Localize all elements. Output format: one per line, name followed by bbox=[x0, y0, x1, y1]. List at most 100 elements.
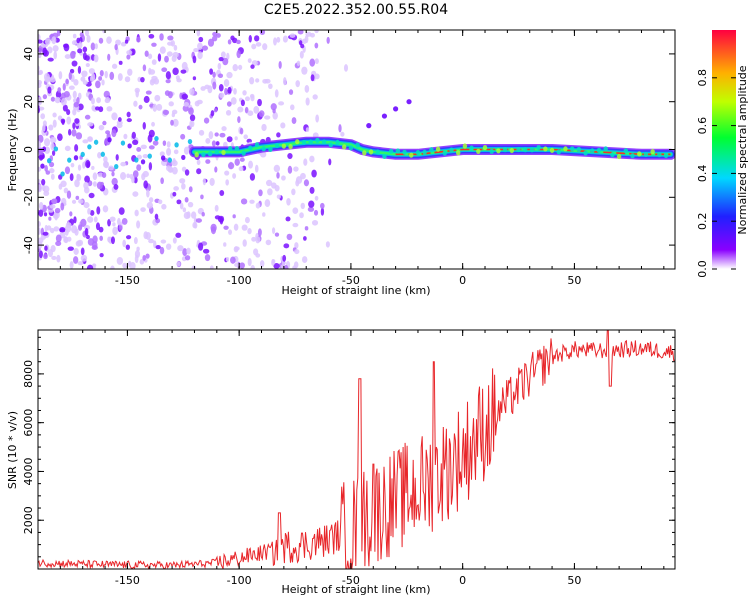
spectrogram-ridge-point bbox=[134, 157, 139, 163]
spectrogram-point bbox=[52, 45, 59, 52]
spectrogram-point bbox=[274, 89, 279, 98]
spectrogram-point bbox=[38, 140, 42, 149]
spectrogram-point bbox=[63, 91, 70, 98]
spectrogram-point bbox=[155, 245, 161, 250]
spectrogram-point bbox=[115, 154, 119, 161]
spectrogram-ridge-point bbox=[469, 145, 474, 151]
spectrogram-point bbox=[219, 92, 225, 99]
spectrogram-point bbox=[72, 33, 77, 39]
spectrogram-point bbox=[242, 239, 247, 247]
spectrogram-point bbox=[202, 178, 206, 186]
spectrogram-point bbox=[43, 190, 50, 196]
spectrogram-point bbox=[271, 259, 275, 266]
spectrogram-point bbox=[92, 241, 98, 249]
spectrogram-point bbox=[305, 127, 310, 132]
spectrogram-point bbox=[136, 36, 141, 43]
spectrogram-point bbox=[53, 226, 60, 232]
spectrogram-point bbox=[268, 83, 273, 90]
spectrogram-point bbox=[123, 133, 128, 140]
colorbar-tick-label: 0.2 bbox=[696, 212, 709, 230]
spectrogram-point bbox=[117, 73, 123, 81]
spectrogram-point bbox=[48, 161, 55, 168]
spectrogram-ridge-point bbox=[228, 145, 233, 152]
spectrogram-point bbox=[288, 89, 294, 95]
spectrogram-point bbox=[227, 39, 232, 45]
spectrogram-point bbox=[315, 114, 320, 123]
spectrogram-point bbox=[99, 235, 103, 241]
spectrogram-point bbox=[293, 166, 299, 172]
spectrogram-ridge-point bbox=[435, 146, 441, 152]
spectrogram-point bbox=[51, 150, 56, 156]
spectrogram-point bbox=[73, 247, 79, 255]
spectrogram-point bbox=[286, 233, 293, 241]
spectrogram-point bbox=[297, 30, 304, 35]
spectrogram-point bbox=[179, 202, 184, 210]
spectrogram-point bbox=[72, 122, 76, 130]
spectrogram-point bbox=[146, 202, 154, 209]
spectrogram-point bbox=[308, 200, 315, 208]
spectrogram-point bbox=[200, 86, 206, 91]
spectrogram-point bbox=[225, 109, 232, 116]
spectrogram-point bbox=[219, 216, 224, 225]
spectrogram-ridge-point bbox=[442, 150, 447, 156]
spectrogram-ridge-point bbox=[382, 153, 387, 159]
spectrogram-point bbox=[180, 69, 187, 74]
spectrogram-point bbox=[237, 116, 241, 124]
spectrogram-point bbox=[68, 128, 72, 136]
spectrogram-point bbox=[99, 69, 104, 77]
spectrogram-point bbox=[166, 51, 173, 57]
spectrogram-point bbox=[68, 71, 72, 80]
spectrogram-point bbox=[166, 141, 171, 148]
spectrogram-point bbox=[182, 105, 189, 112]
spectrogram-point bbox=[42, 49, 49, 57]
snr-x-ticks: -150 -100 -50 0 50 bbox=[37, 330, 665, 587]
spectrogram-ridge-point bbox=[181, 154, 186, 161]
spectrogram-ridge-point bbox=[80, 151, 85, 158]
spectrogram-point bbox=[258, 189, 263, 197]
spectrogram-point bbox=[224, 170, 230, 176]
spectrogram-point bbox=[267, 188, 273, 196]
spectrogram-ridge-point bbox=[328, 142, 333, 148]
spectrogram-point bbox=[153, 240, 157, 249]
spectrogram-point bbox=[197, 42, 203, 50]
spectrogram-point bbox=[181, 166, 187, 172]
spectrogram-point bbox=[38, 221, 41, 228]
spectrogram-point bbox=[56, 254, 61, 263]
spectrogram-point bbox=[75, 132, 83, 140]
spectrogram-point bbox=[95, 222, 101, 231]
spectrogram-point bbox=[66, 116, 72, 125]
spectrogram-point bbox=[129, 174, 134, 179]
spectrogram-point bbox=[273, 263, 280, 269]
spectrogram-point bbox=[50, 173, 55, 180]
spectrogram-ridge-point bbox=[241, 150, 246, 156]
spectrogram-point bbox=[286, 197, 291, 206]
spectrogram-point bbox=[104, 70, 108, 79]
spectrogram-point bbox=[234, 136, 238, 141]
snr-series-line bbox=[38, 330, 675, 569]
spectrogram-point bbox=[68, 85, 75, 90]
spectrogram-point bbox=[72, 90, 77, 99]
spectrogram-ridge-point bbox=[342, 144, 347, 150]
spectrogram-point bbox=[136, 220, 141, 229]
spectrogram-point bbox=[244, 106, 249, 114]
spectrogram-point bbox=[202, 248, 210, 254]
spectrogram-point bbox=[207, 38, 215, 47]
spectrogram-point bbox=[157, 53, 162, 62]
spectrogram-point bbox=[43, 72, 50, 82]
spectrogram-point bbox=[218, 83, 224, 92]
spectrogram-point bbox=[98, 76, 103, 81]
spectrogram-point bbox=[257, 228, 262, 237]
spectrogram-ridge-point bbox=[53, 146, 59, 152]
spectrogram-ridge-point bbox=[254, 142, 260, 148]
spectrogram-point bbox=[287, 152, 293, 160]
colorbar-tick-label: 0.6 bbox=[696, 117, 709, 135]
spectrogram-point bbox=[249, 93, 255, 99]
spectrogram-point bbox=[305, 97, 310, 106]
spectrogram-point bbox=[280, 122, 286, 129]
spectrogram-point bbox=[276, 194, 281, 199]
spectrogram-point bbox=[64, 228, 69, 236]
spectrogram-point bbox=[314, 195, 319, 201]
spectrogram-point bbox=[41, 184, 46, 192]
spectrogram-point bbox=[63, 43, 70, 52]
spectrogram-point bbox=[165, 243, 172, 250]
